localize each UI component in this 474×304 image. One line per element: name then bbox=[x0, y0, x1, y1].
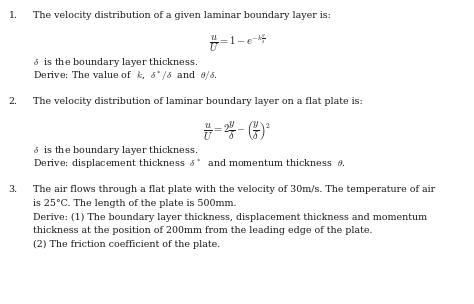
Text: Derive: displacement thickness  $\delta^*$  and momentum thickness  $\theta$.: Derive: displacement thickness $\delta^*… bbox=[33, 158, 346, 171]
Text: Derive: The value of  $k$,  $\delta^*/\delta$  and  $\theta/\delta$.: Derive: The value of $k$, $\delta^*/\del… bbox=[33, 70, 218, 83]
Text: The air flows through a flat plate with the velocity of 30m/s. The temperature o: The air flows through a flat plate with … bbox=[33, 185, 435, 195]
Text: (2) The friction coefficient of the plate.: (2) The friction coefficient of the plat… bbox=[33, 240, 220, 249]
Text: 1.: 1. bbox=[9, 11, 18, 20]
Text: Derive: (1) The boundary layer thickness, displacement thickness and momentum: Derive: (1) The boundary layer thickness… bbox=[33, 213, 427, 222]
Text: $\delta$  is the boundary layer thickness.: $\delta$ is the boundary layer thickness… bbox=[33, 144, 199, 157]
Text: thickness at the position of 200mm from the leading edge of the plate.: thickness at the position of 200mm from … bbox=[33, 226, 373, 236]
Text: 3.: 3. bbox=[9, 185, 18, 195]
Text: $\delta$  is the boundary layer thickness.: $\delta$ is the boundary layer thickness… bbox=[33, 56, 199, 69]
Text: The velocity distribution of a given laminar boundary layer is:: The velocity distribution of a given lam… bbox=[33, 11, 331, 20]
Text: $\dfrac{u}{U} = 1 - e^{-k\frac{y}{\delta}}$: $\dfrac{u}{U} = 1 - e^{-k\frac{y}{\delta… bbox=[209, 32, 265, 54]
Text: The velocity distribution of laminar boundary layer on a flat plate is:: The velocity distribution of laminar bou… bbox=[33, 97, 363, 106]
Text: 2.: 2. bbox=[9, 97, 18, 106]
Text: is 25°C. The length of the plate is 500mm.: is 25°C. The length of the plate is 500m… bbox=[33, 199, 237, 208]
Text: $\dfrac{u}{U} = 2\dfrac{y}{\delta} - \left(\dfrac{y}{\delta}\right)^{2}$: $\dfrac{u}{U} = 2\dfrac{y}{\delta} - \le… bbox=[203, 119, 271, 142]
